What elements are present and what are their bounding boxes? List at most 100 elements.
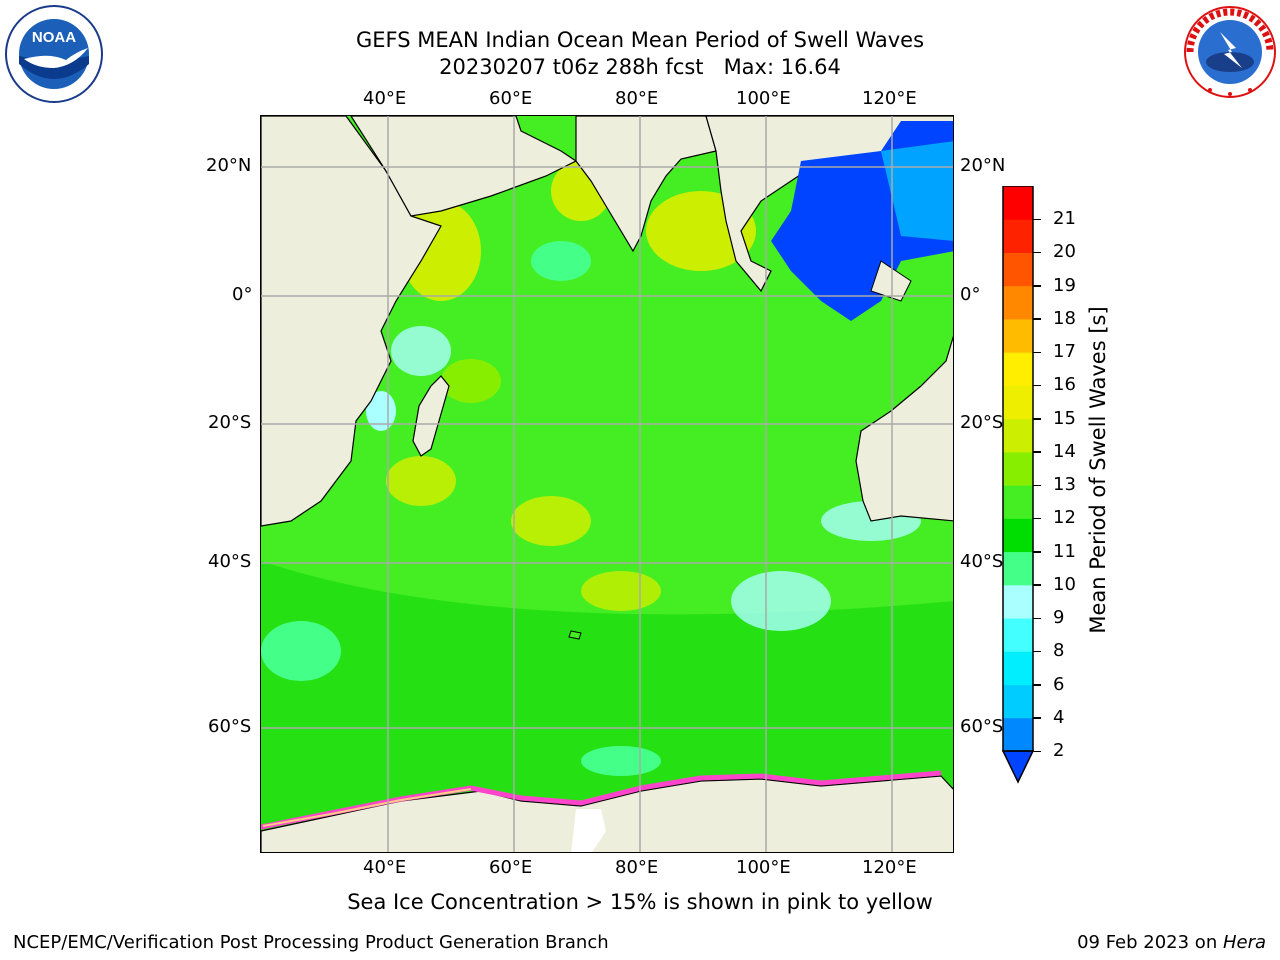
colorbar-tick-mark: [1033, 684, 1041, 686]
lon-label-top-100e: 100°E: [736, 88, 791, 109]
colorbar-tick-label: 21: [1053, 208, 1076, 230]
chart-subtitle: 20230207 t06z 288h fcst Max: 16.64: [439, 55, 841, 79]
colorbar-tick-label: 13: [1053, 474, 1076, 496]
lon-label-bottom-80e: 80°E: [615, 857, 659, 878]
colorbar-tick-mark: [1033, 717, 1041, 719]
chart-title: GEFS MEAN Indian Ocean Mean Period of Sw…: [355, 28, 925, 52]
colorbar-tick-label: 20: [1053, 241, 1076, 263]
lat-label-right-40s: 40°S: [960, 551, 1004, 572]
ice-shelf: [571, 809, 606, 852]
lon-label-bottom-100e: 100°E: [736, 857, 791, 878]
lat-label-left-0: 0°: [232, 284, 253, 305]
noaa-logo-text: NOAA: [32, 29, 76, 46]
swell-patch: [391, 326, 451, 376]
colorbar-tick-label: 15: [1053, 407, 1076, 429]
colorbar-tick-label: 6: [1053, 673, 1065, 695]
colorbar-tick-label: 19: [1053, 274, 1076, 296]
colorbar-tick-mark: [1033, 584, 1041, 586]
lon-label-bottom-60e: 60°E: [489, 857, 533, 878]
swell-patch: [386, 456, 456, 506]
colorbar-extension: [1001, 750, 1035, 784]
colorbar-tick-label: 17: [1053, 341, 1076, 363]
colorbar-segment: [1003, 285, 1033, 320]
colorbar-tick-mark: [1033, 351, 1041, 354]
footer-credit: NCEP/EMC/Verification Post Processing Pr…: [13, 932, 609, 953]
colorbar-segment: [1003, 584, 1033, 619]
colorbar: [1000, 185, 1040, 786]
colorbar-segment: [1003, 186, 1033, 220]
colorbar-frame: [1002, 185, 1034, 752]
lat-label-right-60s: 60°S: [960, 716, 1004, 737]
sea-ice-note: Sea Ice Concentration > 15% is shown in …: [347, 890, 933, 914]
colorbar-tick-mark: [1033, 251, 1041, 254]
colorbar-tick-mark: [1033, 551, 1041, 553]
colorbar-segment: [1003, 352, 1033, 386]
graticule: [261, 116, 953, 852]
colorbar-segment: [1003, 651, 1033, 686]
colorbar-segment: [1003, 385, 1033, 420]
lat-label-right-20s: 20°S: [960, 412, 1004, 433]
colorbar-tick-mark: [1033, 218, 1041, 221]
colorbar-segment: [1003, 219, 1033, 253]
colorbar-tick-mark: [1033, 617, 1041, 620]
noaa-logo-icon: NOAA: [4, 4, 104, 104]
colorbar-tick-label: 8: [1053, 640, 1065, 662]
lon-label-top-120e: 120°E: [862, 88, 917, 109]
lon-label-top-60e: 60°E: [489, 88, 533, 109]
colorbar-tick-mark: [1033, 750, 1041, 752]
colorbar-tick-mark: [1033, 384, 1041, 387]
colorbar-tick-label: 2: [1053, 740, 1065, 761]
lat-label-right-20n: 20°N: [960, 155, 1006, 176]
land-madagascar: [412, 375, 450, 457]
footer-date-text: 09 Feb 2023 on: [1077, 932, 1223, 953]
colorbar-tick-label: 9: [1053, 607, 1065, 629]
colorbar-tick-mark: [1033, 318, 1041, 320]
lat-label-right-0: 0°: [960, 284, 981, 305]
colorbar-tick-label: 10: [1053, 573, 1076, 595]
lon-label-bottom-120e: 120°E: [862, 857, 917, 878]
colorbar-tick-mark: [1033, 517, 1041, 520]
colorbar-segment: [1003, 717, 1033, 752]
land-kerguelen: [568, 630, 582, 640]
swell-patch: [581, 746, 661, 776]
swell-patch: [581, 571, 661, 611]
land-antarctica: [261, 775, 953, 852]
lon-label-top-80e: 80°E: [615, 88, 659, 109]
lat-label-left-40s: 40°S: [208, 551, 252, 572]
colorbar-tick-mark: [1033, 418, 1041, 420]
swell-patch: [531, 241, 591, 281]
colorbar-tick-mark: [1033, 650, 1041, 653]
swell-patch: [261, 621, 341, 681]
colorbar-segment: [1003, 318, 1033, 353]
colorbar-segment: [1003, 551, 1033, 586]
colorbar-label: Mean Period of Swell Waves [s]: [1086, 306, 1110, 634]
swell-patch: [731, 571, 831, 631]
nws-logo-icon: [1180, 2, 1280, 102]
colorbar-tick-label: 14: [1053, 440, 1076, 462]
colorbar-segment: [1003, 252, 1033, 287]
colorbar-tick-mark: [1033, 285, 1041, 287]
swell-patch: [441, 359, 501, 403]
colorbar-segment: [1003, 418, 1033, 453]
lat-label-left-20s: 20°S: [208, 412, 252, 433]
colorbar-tick-label: 11: [1053, 540, 1076, 562]
colorbar-tick-label: 16: [1053, 374, 1076, 396]
colorbar-tick-label: 12: [1053, 507, 1076, 529]
lon-label-top-40e: 40°E: [363, 88, 407, 109]
land-arabia: [350, 116, 578, 217]
colorbar-tick-mark: [1033, 451, 1041, 453]
land-australia: [855, 335, 953, 522]
sea-ice-edge-inner: [262, 788, 472, 827]
colorbar-segment: [1003, 518, 1033, 553]
swell-period-map[interactable]: [260, 115, 954, 853]
colorbar-tick-label: 18: [1053, 307, 1076, 329]
colorbar-segment: [1003, 485, 1033, 519]
swell-patch: [511, 496, 591, 546]
footer-host: Hera: [1222, 932, 1266, 953]
colorbar-tick-mark: [1033, 484, 1041, 487]
colorbar-tick-label: 4: [1053, 706, 1065, 728]
low-period-region: [881, 141, 953, 241]
lat-label-left-60s: 60°S: [208, 716, 252, 737]
lon-label-bottom-40e: 40°E: [363, 857, 407, 878]
colorbar-segment: [1003, 618, 1033, 652]
